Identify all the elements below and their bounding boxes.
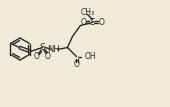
Text: S: S [40,43,45,52]
Text: O: O [33,52,39,61]
Text: O: O [45,52,50,61]
Text: NH: NH [47,45,60,54]
Text: O: O [99,18,104,27]
Text: O: O [81,18,86,27]
Text: CH₃: CH₃ [80,8,95,17]
Text: O: O [74,60,79,69]
Text: S: S [90,18,95,27]
Text: OH: OH [84,52,96,61]
